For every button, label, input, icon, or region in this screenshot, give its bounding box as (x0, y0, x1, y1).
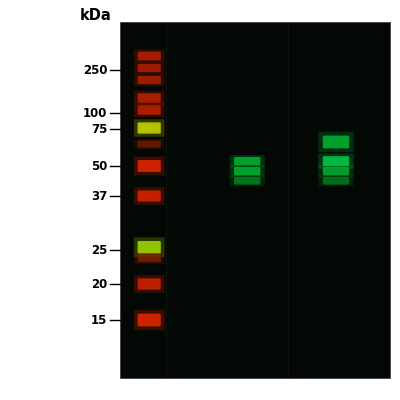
FancyBboxPatch shape (134, 275, 164, 293)
FancyBboxPatch shape (134, 139, 164, 149)
FancyBboxPatch shape (138, 278, 161, 290)
FancyBboxPatch shape (138, 160, 161, 172)
FancyBboxPatch shape (134, 310, 164, 330)
FancyBboxPatch shape (323, 167, 349, 175)
Text: 3: 3 (330, 7, 342, 25)
FancyBboxPatch shape (138, 52, 161, 60)
FancyBboxPatch shape (234, 177, 260, 184)
Text: 15: 15 (91, 314, 107, 326)
FancyBboxPatch shape (138, 314, 161, 326)
FancyBboxPatch shape (234, 157, 260, 166)
FancyBboxPatch shape (134, 252, 164, 264)
Text: 2: 2 (241, 7, 253, 25)
Bar (120, 22, 390, 378)
FancyBboxPatch shape (230, 165, 265, 177)
FancyBboxPatch shape (138, 93, 161, 103)
FancyBboxPatch shape (138, 241, 161, 254)
FancyBboxPatch shape (138, 140, 161, 148)
FancyBboxPatch shape (134, 119, 164, 137)
FancyBboxPatch shape (138, 254, 161, 262)
FancyBboxPatch shape (234, 167, 260, 175)
FancyBboxPatch shape (323, 177, 349, 184)
FancyBboxPatch shape (134, 62, 164, 74)
FancyBboxPatch shape (318, 154, 354, 169)
Text: 250: 250 (83, 64, 107, 76)
FancyBboxPatch shape (134, 50, 164, 62)
FancyBboxPatch shape (134, 103, 164, 117)
FancyBboxPatch shape (230, 155, 265, 167)
FancyBboxPatch shape (323, 156, 349, 166)
FancyBboxPatch shape (134, 238, 164, 257)
Text: 20: 20 (91, 278, 107, 290)
FancyBboxPatch shape (323, 136, 349, 148)
FancyBboxPatch shape (134, 91, 164, 105)
FancyBboxPatch shape (138, 122, 161, 134)
Text: kDa: kDa (80, 8, 112, 24)
Text: 100: 100 (83, 107, 107, 120)
FancyBboxPatch shape (134, 187, 164, 205)
FancyBboxPatch shape (138, 105, 161, 115)
Text: 25: 25 (91, 244, 107, 256)
FancyBboxPatch shape (134, 74, 164, 86)
FancyBboxPatch shape (138, 76, 161, 84)
Text: 50: 50 (91, 160, 107, 172)
FancyBboxPatch shape (318, 132, 354, 152)
FancyBboxPatch shape (138, 190, 161, 202)
Text: 75: 75 (91, 123, 107, 136)
FancyBboxPatch shape (318, 165, 354, 177)
FancyBboxPatch shape (134, 156, 164, 176)
Text: 37: 37 (91, 190, 107, 202)
FancyBboxPatch shape (138, 64, 161, 72)
FancyBboxPatch shape (230, 175, 265, 186)
FancyBboxPatch shape (318, 175, 354, 186)
Text: 1: 1 (144, 7, 155, 25)
